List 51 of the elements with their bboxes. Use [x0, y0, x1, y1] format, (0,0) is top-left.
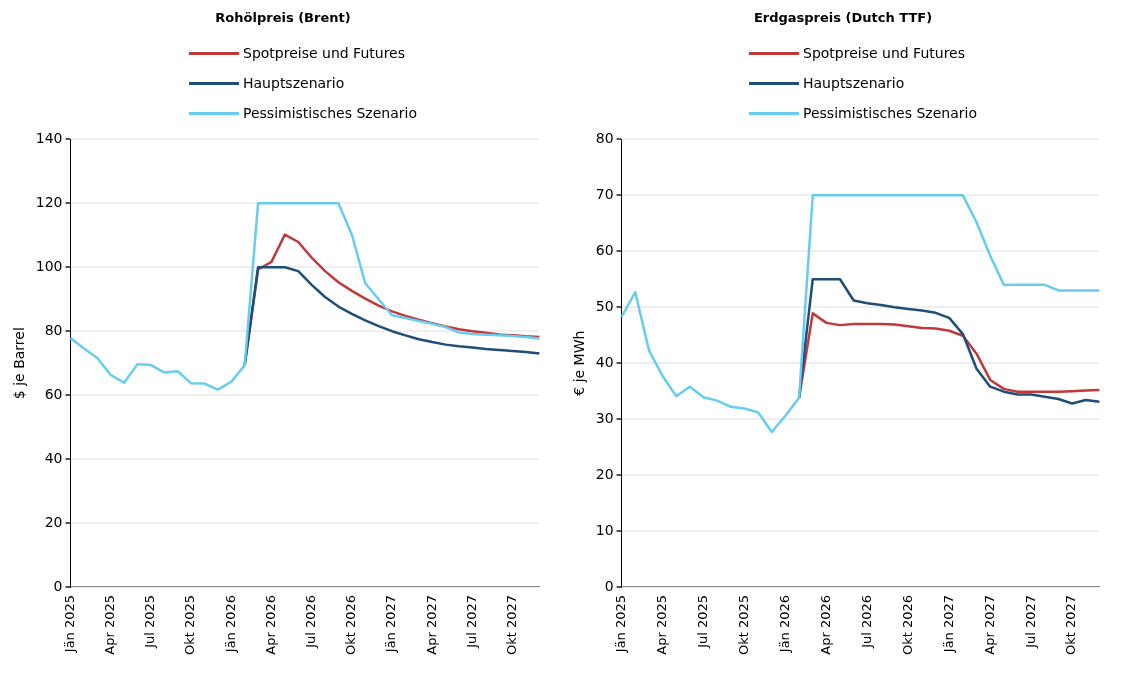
x-tick-label: Jul 2025 — [142, 594, 158, 649]
x-tick-label: Jul 2027 — [1022, 594, 1038, 649]
y-tick-label: 60 — [595, 241, 614, 258]
chart-title: Erdgaspreis (Dutch TTF) — [752, 9, 934, 27]
y-tick-label: 30 — [595, 409, 614, 426]
x-tick-label: Jän 2027 — [940, 594, 956, 654]
x-tick-label: Apr 2026 — [817, 594, 833, 655]
x-tick-label: Jän 2026 — [222, 594, 238, 654]
x-tick-label: Okt 2025 — [735, 594, 751, 655]
x-tick-label: Apr 2025 — [653, 594, 669, 655]
x-tick-label: Okt 2026 — [343, 594, 359, 655]
x-tick-label: Jul 2025 — [694, 594, 710, 649]
x-tick-label: Okt 2025 — [182, 594, 198, 655]
y-tick-label: 20 — [44, 513, 63, 530]
y-axis-title: $ je Barrel — [11, 327, 28, 400]
y-axis-title: € je MWh — [571, 330, 588, 396]
y-tick-label: 80 — [44, 321, 63, 338]
x-tick-label: Jän 2026 — [776, 594, 792, 654]
y-tick-label: 120 — [35, 193, 63, 210]
x-tick-label: Apr 2027 — [423, 594, 439, 655]
y-tick-label: 40 — [595, 353, 614, 370]
x-tick-label: Apr 2027 — [981, 594, 997, 655]
legend-label: Hauptszenario — [803, 75, 905, 91]
y-tick-label: 70 — [595, 185, 614, 202]
x-tick-label: Jul 2026 — [303, 594, 319, 649]
y-tick-label: 140 — [35, 130, 63, 147]
legend-label: Hauptszenario — [243, 75, 345, 91]
x-tick-label: Apr 2025 — [102, 594, 118, 655]
x-tick-label: Jän 2025 — [61, 594, 77, 654]
chart-title: Rohölpreis (Brent) — [214, 9, 352, 27]
x-tick-label: Apr 2026 — [262, 594, 278, 655]
x-tick-label: Jän 2027 — [383, 594, 399, 654]
y-tick-label: 80 — [595, 130, 614, 147]
legend-label: Spotpreise und Futures — [803, 45, 965, 61]
x-tick-label: Jän 2025 — [612, 594, 628, 654]
x-tick-label: Jul 2026 — [858, 594, 874, 649]
y-tick-label: 0 — [604, 577, 614, 594]
y-tick-label: 100 — [35, 257, 63, 274]
legend-label: Spotpreise und Futures — [243, 45, 405, 61]
y-tick-label: 50 — [595, 297, 614, 314]
y-tick-label: 40 — [44, 449, 63, 466]
x-tick-label: Okt 2027 — [503, 594, 519, 655]
y-tick-label: 10 — [595, 521, 614, 538]
x-tick-label: Jul 2027 — [463, 594, 479, 649]
x-tick-label: Okt 2026 — [899, 594, 915, 655]
x-tick-label: Okt 2027 — [1063, 594, 1079, 655]
legend-label: Pessimistisches Szenario — [803, 105, 977, 121]
legend-label: Pessimistisches Szenario — [243, 105, 417, 121]
y-tick-label: 60 — [44, 385, 63, 402]
y-tick-label: 0 — [53, 577, 63, 594]
y-tick-label: 20 — [595, 465, 614, 482]
